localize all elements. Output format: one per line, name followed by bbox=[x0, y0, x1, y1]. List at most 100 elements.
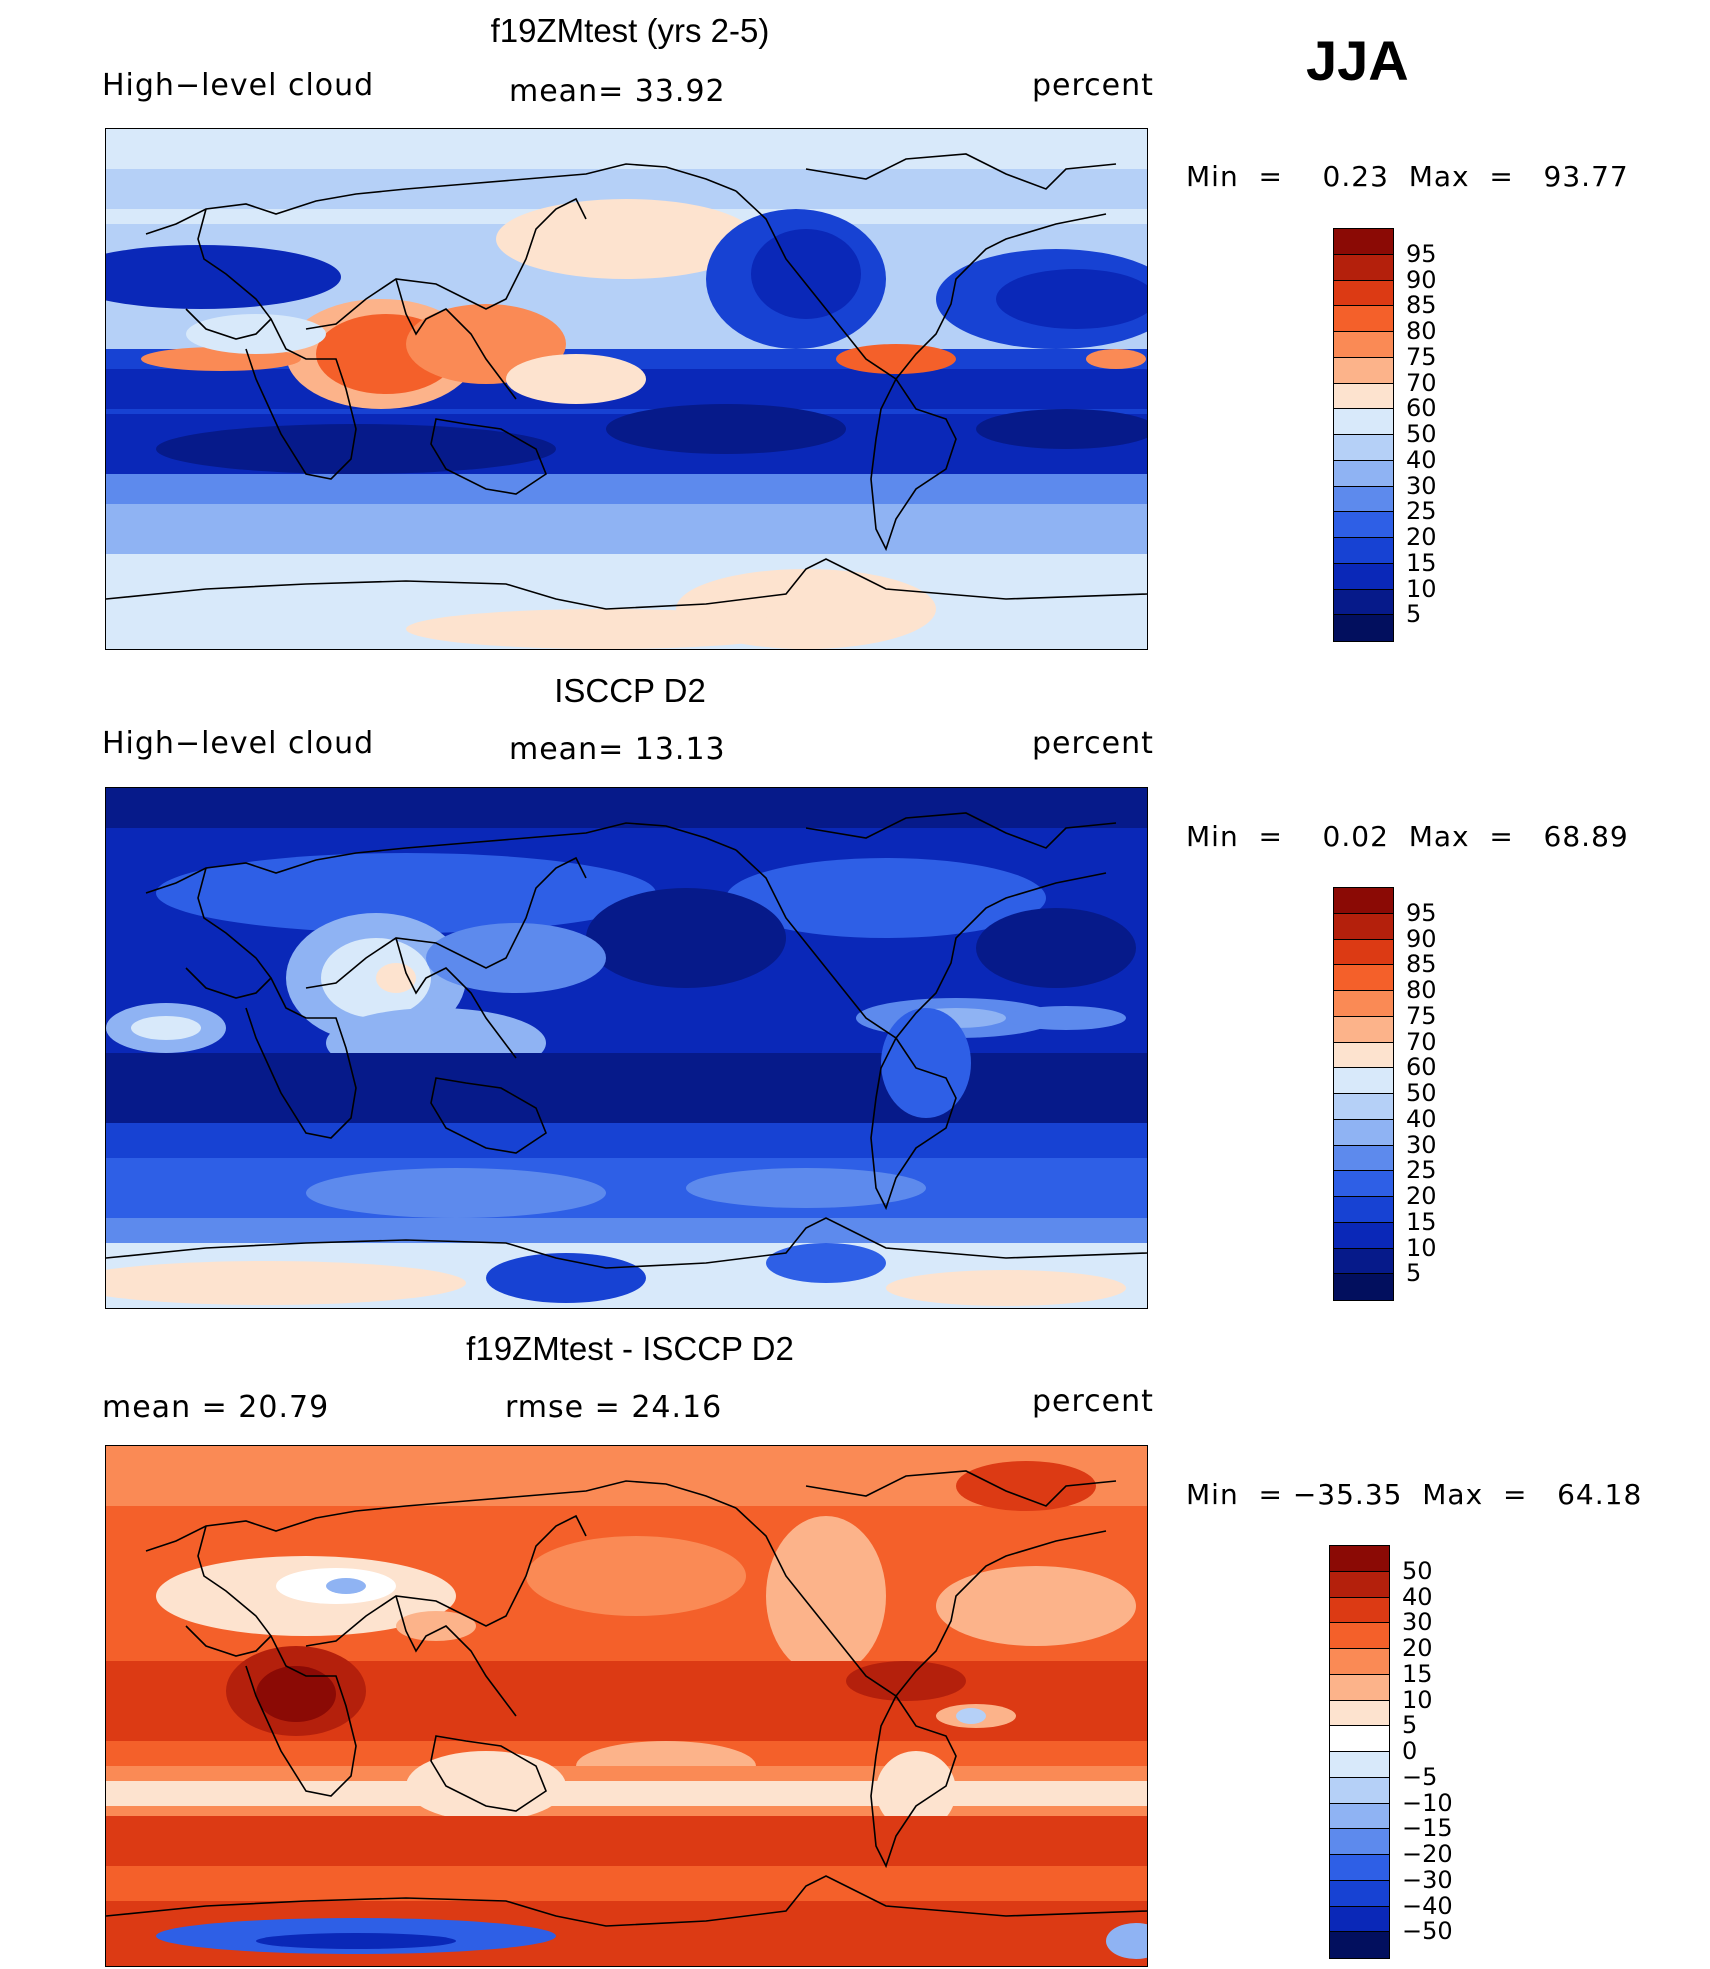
season-label: JJA bbox=[1306, 29, 1409, 92]
colorbar-swatch bbox=[1334, 563, 1393, 590]
colorbar-swatch bbox=[1334, 435, 1393, 461]
panel3-map bbox=[105, 1445, 1148, 1967]
panel3-rmse-label: rmse = 24.16 bbox=[505, 1390, 723, 1425]
panel2-map bbox=[105, 787, 1148, 1309]
colorbar-swatch bbox=[1334, 615, 1393, 641]
colorbar-swatch bbox=[1334, 1274, 1393, 1300]
colorbar-tick-label: 40 bbox=[1402, 1582, 1433, 1611]
colorbar-tick-label: −50 bbox=[1402, 1917, 1453, 1946]
colorbar-tick-label: 15 bbox=[1406, 1207, 1437, 1236]
colorbar-swatch bbox=[1330, 1571, 1389, 1598]
colorbar-tick-label: 95 bbox=[1406, 898, 1437, 927]
colorbar-swatch bbox=[1330, 1546, 1389, 1572]
colorbar-tick-label: 75 bbox=[1406, 1001, 1437, 1030]
colorbar-swatch bbox=[1330, 1597, 1389, 1624]
colorbar-tick-label: 30 bbox=[1406, 1130, 1437, 1159]
colorbar-tick-label: 30 bbox=[1402, 1608, 1433, 1637]
colorbar-tick-label: 50 bbox=[1406, 420, 1437, 448]
panel1-mean-label: mean= 33.92 bbox=[509, 74, 726, 109]
panel2-minmax: Min = 0.02 Max = 68.89 bbox=[1186, 820, 1629, 853]
panel1-variable-label: High−level cloud bbox=[102, 68, 375, 103]
colorbar-tick-label: −20 bbox=[1402, 1840, 1453, 1868]
colorbar-swatch bbox=[1330, 1674, 1389, 1701]
panel1-title: f19ZMtest (yrs 2-5) bbox=[490, 12, 770, 49]
panel2-mean-label: mean= 13.13 bbox=[509, 732, 726, 767]
colorbar-swatch bbox=[1334, 1016, 1393, 1043]
colorbar-swatch bbox=[1334, 512, 1393, 538]
colorbar-swatch bbox=[1334, 460, 1393, 487]
panel2-title: ISCCP D2 bbox=[554, 672, 706, 709]
colorbar-tick-label: 25 bbox=[1406, 497, 1437, 526]
colorbar-swatch bbox=[1334, 1094, 1393, 1120]
panel1-map bbox=[105, 128, 1148, 650]
colorbar-swatch bbox=[1334, 913, 1393, 940]
panel3-units-label: percent bbox=[1032, 1384, 1154, 1419]
colorbar-tick-label: 75 bbox=[1406, 342, 1437, 371]
colorbar-tick-label: 20 bbox=[1406, 1182, 1437, 1210]
colorbar-swatch bbox=[1334, 357, 1393, 384]
colorbar-tick-label: 80 bbox=[1406, 317, 1437, 345]
colorbar-swatch bbox=[1330, 1803, 1389, 1830]
colorbar-swatch bbox=[1334, 888, 1393, 914]
colorbar-tick-label: −5 bbox=[1402, 1762, 1438, 1791]
colorbar-swatch bbox=[1330, 1752, 1389, 1778]
colorbar-tick-label: −15 bbox=[1402, 1814, 1453, 1843]
colorbar-swatch bbox=[1334, 486, 1393, 513]
colorbar-swatch bbox=[1334, 1068, 1393, 1094]
colorbar-tick-label: 20 bbox=[1406, 523, 1437, 551]
colorbar-tick-label: 25 bbox=[1406, 1156, 1437, 1185]
colorbar-tick-label: −10 bbox=[1402, 1788, 1453, 1817]
colorbar-tick-label: 70 bbox=[1406, 368, 1437, 397]
panel3-mean-label: mean = 20.79 bbox=[102, 1390, 330, 1425]
colorbar-tick-label: −40 bbox=[1402, 1891, 1453, 1920]
panel1-minmax: Min = 0.23 Max = 93.77 bbox=[1186, 160, 1629, 193]
panel3-minmax: Min = −35.35 Max = 64.18 bbox=[1186, 1478, 1643, 1511]
colorbar-tick-label: 90 bbox=[1406, 924, 1437, 953]
colorbar-tick-label: 10 bbox=[1406, 574, 1437, 603]
panel2-variable-label: High−level cloud bbox=[102, 726, 375, 761]
colorbar-swatch bbox=[1334, 383, 1393, 410]
panel2-units-label: percent bbox=[1032, 726, 1154, 761]
colorbar-swatch bbox=[1330, 1777, 1389, 1804]
colorbar-swatch bbox=[1334, 332, 1393, 358]
colorbar-swatch bbox=[1334, 965, 1393, 991]
colorbar-tick-label: 40 bbox=[1406, 445, 1437, 474]
colorbar-swatch bbox=[1334, 1119, 1393, 1146]
colorbar-swatch bbox=[1330, 1829, 1389, 1855]
colorbar-tick-label: 10 bbox=[1406, 1233, 1437, 1262]
colorbar-tick-label: 15 bbox=[1402, 1659, 1433, 1688]
panel1-units-label: percent bbox=[1032, 68, 1154, 103]
colorbar-tick-label: 5 bbox=[1402, 1711, 1418, 1740]
colorbar-swatch bbox=[1330, 1932, 1389, 1958]
panel3-colorbar bbox=[1329, 1545, 1390, 1959]
colorbar-swatch bbox=[1334, 589, 1393, 616]
colorbar-swatch bbox=[1330, 1623, 1389, 1649]
colorbar-swatch bbox=[1334, 254, 1393, 281]
colorbar-swatch bbox=[1334, 939, 1393, 966]
colorbar-swatch bbox=[1334, 229, 1393, 255]
colorbar-tick-label: 0 bbox=[1402, 1737, 1418, 1765]
colorbar-swatch bbox=[1330, 1726, 1389, 1752]
colorbar-tick-label: 5 bbox=[1406, 600, 1422, 629]
colorbar-swatch bbox=[1330, 1880, 1389, 1907]
colorbar-tick-label: 50 bbox=[1406, 1079, 1437, 1107]
colorbar-tick-label: 85 bbox=[1406, 950, 1437, 979]
colorbar-swatch bbox=[1334, 306, 1393, 332]
colorbar-tick-label: 20 bbox=[1402, 1634, 1433, 1662]
colorbar-tick-label: 15 bbox=[1406, 548, 1437, 577]
colorbar-tick-label: 80 bbox=[1406, 976, 1437, 1004]
colorbar-tick-label: 60 bbox=[1406, 1053, 1437, 1082]
colorbar-swatch bbox=[1330, 1855, 1389, 1881]
colorbar-swatch bbox=[1334, 1145, 1393, 1172]
colorbar-swatch bbox=[1334, 1042, 1393, 1069]
colorbar-tick-label: 70 bbox=[1406, 1027, 1437, 1056]
colorbar-swatch bbox=[1334, 280, 1393, 307]
panel1-colorbar bbox=[1333, 228, 1394, 642]
colorbar-swatch bbox=[1330, 1906, 1389, 1933]
colorbar-tick-label: 50 bbox=[1402, 1556, 1433, 1585]
colorbar-swatch bbox=[1330, 1649, 1389, 1675]
colorbar-swatch bbox=[1334, 991, 1393, 1017]
panel3-title: f19ZMtest - ISCCP D2 bbox=[466, 1330, 794, 1367]
panel2-colorbar bbox=[1333, 887, 1394, 1301]
colorbar-swatch bbox=[1334, 1222, 1393, 1249]
